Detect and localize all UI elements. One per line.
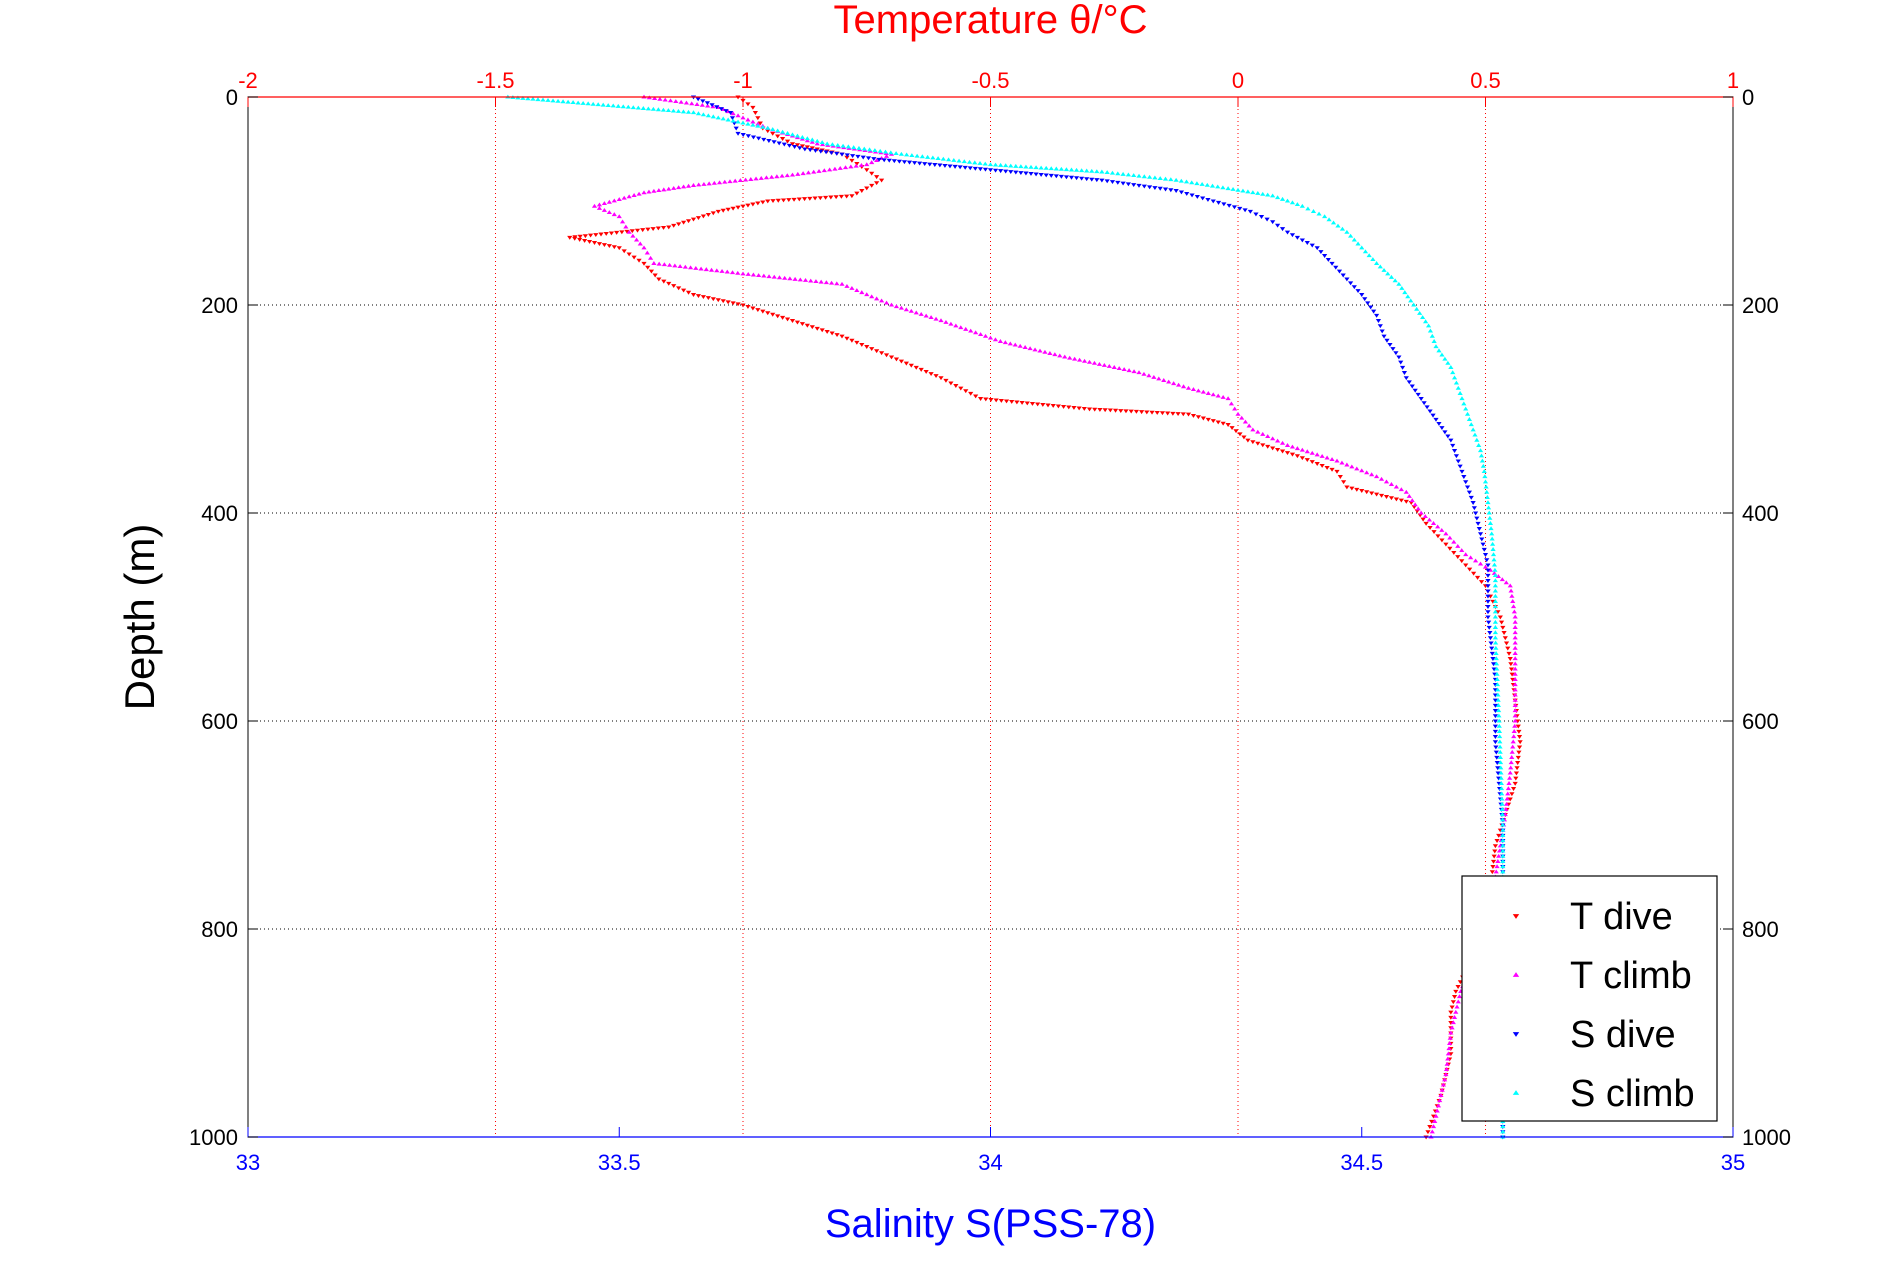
right-axis-tick-label: 200 (1742, 293, 1779, 318)
left-axis-tick-label: 200 (201, 293, 238, 318)
right-axis-tick-label: 400 (1742, 501, 1779, 526)
legend-label: S climb (1570, 1073, 1695, 1115)
legend-marker-t-dive (1512, 914, 1520, 919)
right-axis-tick-label: 800 (1742, 917, 1779, 942)
grid (248, 97, 1733, 1137)
legend-marker-t-climb (1512, 972, 1520, 977)
right-axis-tick-label: 600 (1742, 709, 1779, 734)
legend-label: S dive (1570, 1014, 1676, 1056)
legend-label: T climb (1570, 955, 1692, 997)
top-axis-title: Temperature θ/°C (834, 0, 1148, 42)
legend-box (1461, 875, 1718, 1122)
top-axis-tick-label: 1 (1727, 68, 1739, 93)
bottom-axis-tick-label: 33.5 (598, 1150, 641, 1175)
left-axis-tick-label: 400 (201, 501, 238, 526)
top-axis-tick-label: 0.5 (1470, 68, 1501, 93)
left-axis-tick-label: 600 (201, 709, 238, 734)
legend-marker-s-dive (1512, 1032, 1520, 1037)
bottom-axis-tick-label: 33 (236, 1150, 260, 1175)
left-axis-tick-label: 800 (201, 917, 238, 942)
left-axis-tick-label: 0 (226, 85, 238, 110)
top-axis-tick-label: -2 (238, 68, 258, 93)
right-axis-tick-label: 1000 (1742, 1125, 1791, 1150)
top-axis-tick-label: -1.5 (477, 68, 515, 93)
right-axis-tick-label: 0 (1742, 85, 1754, 110)
left-axis-tick-label: 1000 (189, 1125, 238, 1150)
axes: -2 -1.5 -1 -0.5 0 0.5 1 33 33.5 34 34.5 35 0 0 200 200 4… (189, 68, 1791, 1175)
legend: T dive T climb S dive S climb (1461, 875, 1718, 1122)
legend-marker-s-climb (1512, 1090, 1520, 1095)
bottom-axis-tick-label: 34 (978, 1150, 1002, 1175)
top-axis-tick-label: -1 (733, 68, 753, 93)
top-axis-tick-label: -0.5 (972, 68, 1010, 93)
top-axis-tick-label: 0 (1232, 68, 1244, 93)
legend-label: T dive (1570, 896, 1673, 938)
bottom-axis-tick-label: 34.5 (1340, 1150, 1383, 1175)
y-axis-title: Depth (m) (116, 524, 163, 711)
bottom-axis-title: Salinity S(PSS-78) (825, 1202, 1156, 1246)
bottom-axis-tick-label: 35 (1721, 1150, 1745, 1175)
